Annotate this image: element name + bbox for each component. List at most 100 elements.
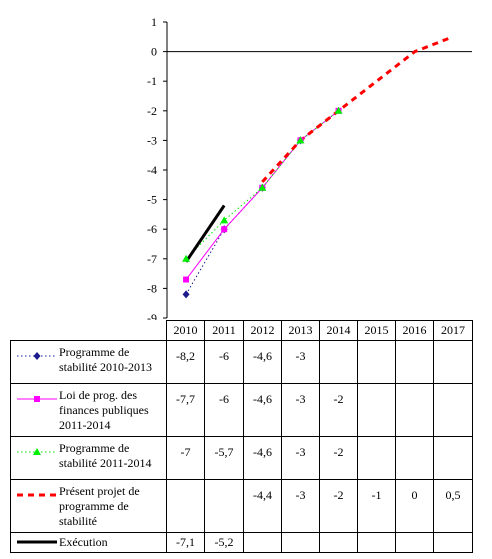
series-row: Exécution -7,1 -5,2	[10, 532, 473, 553]
value-cell	[433, 532, 473, 553]
series-line-programme-de-stabilite-2010-2013	[185, 140, 301, 295]
legend-label: Exécution	[59, 535, 108, 549]
value-cell	[395, 340, 434, 384]
value-cell	[319, 340, 358, 384]
year-header: 2014	[319, 320, 358, 341]
year-header: 2012	[243, 320, 282, 341]
value-cell	[357, 340, 396, 384]
legend-entry: Programme de stabilité 2011-2014	[11, 437, 166, 471]
value-cell: -2	[319, 436, 358, 480]
data-point-programme-de-stabilite-2011-2014	[182, 254, 191, 262]
value-cell: -1	[357, 479, 396, 533]
value-cell	[395, 532, 434, 553]
year-header: 2011	[204, 320, 244, 341]
chart-plot: 1 0 -1 -2 -3 -4 -5 -6 -7 -8 -9	[147, 15, 472, 320]
legend-label: Présent projet de programme de stabilité	[59, 484, 140, 528]
year-header: 2015	[357, 320, 396, 341]
y-tick-label: -5	[147, 193, 157, 207]
value-cell: -3	[281, 479, 320, 533]
data-point-loi-de-prog-des-finances-publiques-2011-2014	[183, 276, 190, 283]
series-row: Programme de stabilité 2010-2013 -8,2 -6 -4…	[10, 340, 473, 384]
y-tick-label: -2	[147, 104, 157, 118]
value-cell	[281, 532, 320, 553]
year-header: 2016	[395, 320, 434, 341]
legend-key-present-projet-de-programme-de-stabilite	[17, 493, 57, 497]
data-point-loi-de-prog-des-finances-publiques-2011-2014	[221, 226, 228, 233]
legend-cell: Présent projet de programme de stabilité	[10, 479, 167, 533]
y-tick-label: 0	[151, 45, 157, 59]
value-cell: -4,6	[243, 383, 282, 437]
value-cell: 0	[395, 479, 434, 533]
data-table: 2010 2011 2012 2013 2014 2015 2016 2017 …	[10, 320, 473, 553]
value-cell: -2	[319, 479, 358, 533]
value-cell	[433, 340, 473, 384]
legend-label: Programme de stabilité 2011-2014	[59, 441, 152, 470]
legend-cell: Programme de stabilité 2010-2013	[10, 340, 167, 384]
value-cell: -5,2	[204, 532, 244, 553]
series-line-loi-de-prog-des-finances-publiques-2011-2014	[185, 110, 339, 280]
value-cell	[357, 532, 396, 553]
value-cell	[395, 383, 434, 437]
y-tick-label: -1	[147, 74, 157, 88]
value-cell: -7,1	[166, 532, 205, 553]
legend-key-loi-de-prog-des-finances-publiques-2011-2014	[17, 396, 57, 402]
value-cell: -6	[204, 340, 244, 384]
value-cell: -8,2	[166, 340, 205, 384]
y-tick-label: -7	[147, 252, 157, 266]
legend-key-marker	[33, 352, 41, 360]
value-cell: -7,7	[166, 383, 205, 437]
value-cell: -3	[281, 340, 320, 384]
legend-label: Loi de prog. des finances publiques 2011…	[59, 388, 149, 432]
series-row: Loi de prog. des finances publiques 2011…	[10, 383, 473, 437]
legend-cell: Exécution	[10, 532, 167, 553]
legend-label: Programme de stabilité 2010-2013	[59, 345, 152, 374]
year-header: 2010	[166, 320, 205, 341]
value-cell: -7	[166, 436, 205, 480]
legend-entry: Loi de prog. des finances publiques 2011…	[11, 384, 166, 433]
y-tick-label: -9	[147, 311, 157, 320]
legend-entry: Présent projet de programme de stabilité	[11, 480, 166, 529]
series-line-present-projet-de-programme-de-stabilite	[261, 35, 454, 183]
legend-key-marker	[34, 396, 40, 402]
value-cell: -4,6	[243, 340, 282, 384]
legend-key-marker	[33, 448, 41, 455]
value-cell: -4,4	[243, 479, 282, 533]
legend-key-programme-de-stabilite-2010-2013	[17, 352, 57, 360]
value-cell: 0,5	[433, 479, 473, 533]
year-header-row: 2010 2011 2012 2013 2014 2015 2016 2017	[10, 320, 473, 341]
value-cell: -4,6	[243, 436, 282, 480]
value-cell: -6	[204, 383, 244, 437]
year-header: 2017	[433, 320, 473, 341]
data-point-programme-de-stabilite-2011-2014	[334, 106, 343, 114]
value-cell	[357, 383, 396, 437]
legend-cell: Loi de prog. des finances publiques 2011…	[10, 383, 167, 437]
y-tick-label: -8	[147, 281, 157, 295]
data-point-programme-de-stabilite-2011-2014	[258, 183, 267, 191]
data-point-programme-de-stabilite-2010-2013	[182, 290, 190, 299]
value-cell	[357, 436, 396, 480]
series-row: Présent projet de programme de stabilité…	[10, 479, 473, 533]
data-point-programme-de-stabilite-2011-2014	[220, 216, 229, 224]
value-cell	[433, 436, 473, 480]
value-cell: -3	[281, 383, 320, 437]
value-cell	[243, 532, 282, 553]
legend-key-execution	[17, 540, 57, 544]
value-cell: -2	[319, 383, 358, 437]
data-point-programme-de-stabilite-2011-2014	[296, 136, 305, 144]
blank-corner-cell	[10, 320, 167, 341]
y-tick-label: -4	[147, 163, 157, 177]
value-cell	[166, 479, 205, 533]
y-tick-label: 1	[151, 15, 157, 29]
legend-cell: Programme de stabilité 2011-2014	[10, 436, 167, 480]
y-tick-label: -6	[147, 222, 157, 236]
value-cell	[204, 479, 244, 533]
legend-key-programme-de-stabilite-2011-2014	[17, 448, 57, 455]
y-tick-label: -3	[147, 133, 157, 147]
value-cell	[319, 532, 358, 553]
series-line-execution	[184, 204, 226, 263]
year-header: 2013	[281, 320, 320, 341]
value-cell: -5,7	[204, 436, 244, 480]
legend-entry: Exécution	[11, 533, 166, 550]
value-cell	[433, 383, 473, 437]
value-cell: -3	[281, 436, 320, 480]
